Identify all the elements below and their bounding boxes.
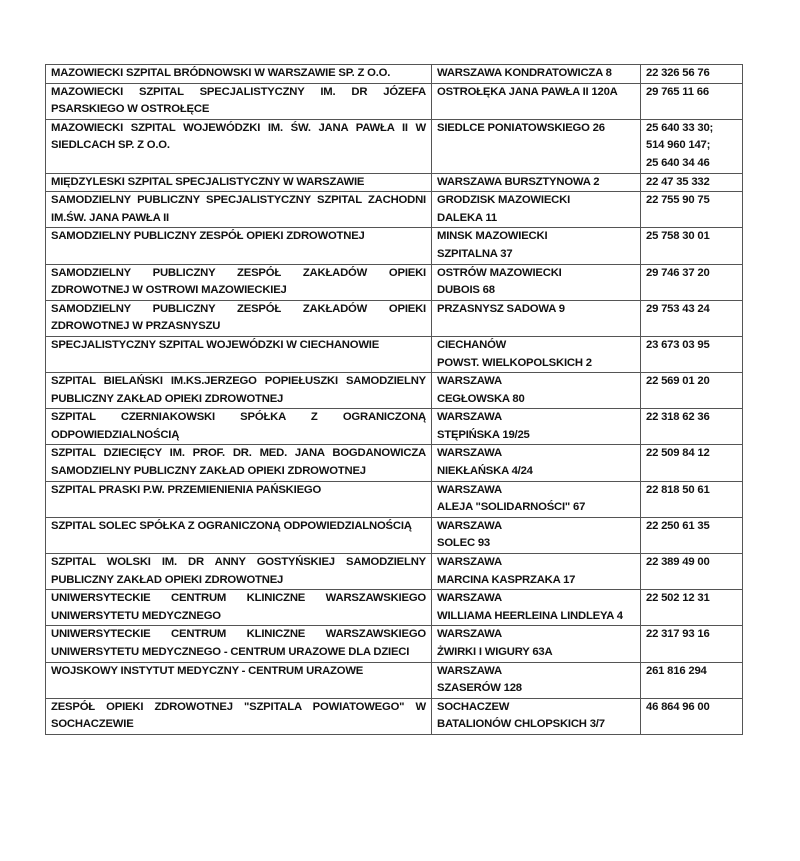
table-row: MAZOWIECKI SZPITAL SPECJALISTYCZNY IM. D… xyxy=(45,82,743,120)
hospital-name-cell: SAMODZIELNY PUBLICZNY ZESPÓŁ OPIEKI ZDRO… xyxy=(45,227,432,265)
table-row: SZPITAL PRASKI P.W. PRZEMIENIENIA PAŃSKI… xyxy=(45,480,743,518)
table-row: ZESPÓŁ OPIEKI ZDROWOTNEJ "SZPITALA POWIA… xyxy=(45,697,743,735)
hospital-name-cell: SAMODZIELNY PUBLICZNY ZESPÓŁ ZAKŁADÓW OP… xyxy=(45,299,432,337)
table-row: SZPITAL WOLSKI IM. DR ANNY GOSTYŃSKIEJ S… xyxy=(45,553,743,591)
hospital-name-cell: UNIWERSYTECKIE CENTRUM KLINICZNE WARSZAW… xyxy=(45,589,432,627)
hospital-name-cell: SZPITAL PRASKI P.W. PRZEMIENIENIA PAŃSKI… xyxy=(45,480,432,518)
hospital-name-cell: MAZOWIECKI SZPITAL WOJEWÓDZKI IM. ŚW. JA… xyxy=(45,118,432,174)
table-row: SAMODZIELNY PUBLICZNY ZESPÓŁ ZAKŁADÓW OP… xyxy=(45,299,743,337)
hospital-name-cell: SZPITAL DZIECIĘCY IM. PROF. DR. MED. JAN… xyxy=(45,444,432,482)
phone-cell: 22 509 84 12 xyxy=(640,444,743,482)
table-row: SAMODZIELNY PUBLICZNY ZESPÓŁ ZAKŁADÓW OP… xyxy=(45,263,743,301)
phone-cell: 22 755 90 75 xyxy=(640,191,743,229)
address-cell: WARSZAWA NIEKŁAŃSKA 4/24 xyxy=(431,444,641,482)
address-cell: WARSZAWA ALEJA "SOLIDARNOŚCI" 67 xyxy=(431,480,641,518)
address-cell: WARSZAWA MARCINA KASPRZAKA 17 xyxy=(431,553,641,591)
phone-cell: 22 318 62 36 xyxy=(640,408,743,446)
address-cell: WARSZAWA STĘPIŃSKA 19/25 xyxy=(431,408,641,446)
address-cell: WARSZAWA CEGŁOWSKA 80 xyxy=(431,372,641,410)
phone-cell: 29 746 37 20 xyxy=(640,263,743,301)
address-cell: PRZASNYSZ SADOWA 9 xyxy=(431,299,641,337)
address-cell: WARSZAWA ŻWIRKI I WIGURY 63A xyxy=(431,625,641,663)
phone-cell: 22 317 93 16 xyxy=(640,625,743,663)
address-cell: SOCHACZEW BATALIONÓW CHLOPSKICH 3/7 xyxy=(431,697,641,735)
phone-cell: 22 250 61 35 xyxy=(640,516,743,555)
table-row: SZPITAL DZIECIĘCY IM. PROF. DR. MED. JAN… xyxy=(45,444,743,482)
address-cell: CIECHANÓW POWST. WIELKOPOLSKICH 2 xyxy=(431,335,641,374)
address-cell: WARSZAWA WILLIAMA HEERLEINA LINDLEYA 4 xyxy=(431,589,641,627)
hospital-name-cell: UNIWERSYTECKIE CENTRUM KLINICZNE WARSZAW… xyxy=(45,625,432,663)
hospital-name-cell: SAMODZIELNY PUBLICZNY ZESPÓŁ ZAKŁADÓW OP… xyxy=(45,263,432,301)
hospital-name-cell: SZPITAL WOLSKI IM. DR ANNY GOSTYŃSKIEJ S… xyxy=(45,553,432,591)
phone-cell: 46 864 96 00 xyxy=(640,697,743,735)
address-cell: WARSZAWA SZASERÓW 128 xyxy=(431,661,641,699)
phone-cell: 22 502 12 31 xyxy=(640,589,743,627)
table-row: SZPITAL CZERNIAKOWSKI SPÓŁKA Z OGRANICZO… xyxy=(45,408,743,446)
hospital-name-cell: MAZOWIECKI SZPITAL BRÓDNOWSKI W WARSZAWI… xyxy=(45,64,432,84)
hospital-name-cell: ZESPÓŁ OPIEKI ZDROWOTNEJ "SZPITALA POWIA… xyxy=(45,697,432,735)
phone-cell: 22 326 56 76 xyxy=(640,64,743,84)
address-cell: WARSZAWA SOLEC 93 xyxy=(431,516,641,555)
phone-cell: 22 389 49 00 xyxy=(640,553,743,591)
table-row: UNIWERSYTECKIE CENTRUM KLINICZNE WARSZAW… xyxy=(45,625,743,663)
table-row: SPECJALISTYCZNY SZPITAL WOJEWÓDZKI W CIE… xyxy=(45,335,743,374)
phone-cell: 23 673 03 95 xyxy=(640,335,743,374)
table-row: SAMODZIELNY PUBLICZNY SPECJALISTYCZNY SZ… xyxy=(45,191,743,229)
address-cell: GRODZISK MAZOWIECKI DALEKA 11 xyxy=(431,191,641,229)
hospital-table: MAZOWIECKI SZPITAL BRÓDNOWSKI W WARSZAWI… xyxy=(45,64,743,735)
phone-cell: 29 753 43 24 xyxy=(640,299,743,337)
table-row: UNIWERSYTECKIE CENTRUM KLINICZNE WARSZAW… xyxy=(45,589,743,627)
phone-cell: 22 569 01 20 xyxy=(640,372,743,410)
hospital-name-cell: WOJSKOWY INSTYTUT MEDYCZNY - CENTRUM URA… xyxy=(45,661,432,699)
address-cell: OSTROŁĘKA JANA PAWŁA II 120A xyxy=(431,82,641,120)
table-row: SZPITAL SOLEC SPÓŁKA Z OGRANICZONĄ ODPOW… xyxy=(45,516,743,555)
phone-cell: 25 758 30 01 xyxy=(640,227,743,265)
address-cell: OSTRÓW MAZOWIECKI DUBOIS 68 xyxy=(431,263,641,301)
phone-cell: 261 816 294 xyxy=(640,661,743,699)
phone-cell: 22 818 50 61 xyxy=(640,480,743,518)
hospital-name-cell: SZPITAL BIELAŃSKI IM.KS.JERZEGO POPIEŁUS… xyxy=(45,372,432,410)
phone-cell: 25 640 33 30; 514 960 147; 25 640 34 46 xyxy=(640,118,743,174)
hospital-name-cell: SZPITAL SOLEC SPÓŁKA Z OGRANICZONĄ ODPOW… xyxy=(45,516,432,555)
hospital-name-cell: MAZOWIECKI SZPITAL SPECJALISTYCZNY IM. D… xyxy=(45,82,432,120)
phone-cell: 22 47 35 332 xyxy=(640,172,743,193)
table-row: MAZOWIECKI SZPITAL WOJEWÓDZKI IM. ŚW. JA… xyxy=(45,118,743,174)
table-row: SZPITAL BIELAŃSKI IM.KS.JERZEGO POPIEŁUS… xyxy=(45,372,743,410)
table-row: SAMODZIELNY PUBLICZNY ZESPÓŁ OPIEKI ZDRO… xyxy=(45,227,743,265)
table-row: MIĘDZYLESKI SZPITAL SPECJALISTYCZNY W WA… xyxy=(45,172,743,193)
table-row: WOJSKOWY INSTYTUT MEDYCZNY - CENTRUM URA… xyxy=(45,661,743,699)
phone-cell: 29 765 11 66 xyxy=(640,82,743,120)
hospital-name-cell: SZPITAL CZERNIAKOWSKI SPÓŁKA Z OGRANICZO… xyxy=(45,408,432,446)
address-cell: SIEDLCE PONIATOWSKIEGO 26 xyxy=(431,118,641,174)
address-cell: WARSZAWA KONDRATOWICZA 8 xyxy=(431,64,641,84)
address-cell: MINSK MAZOWIECKI SZPITALNA 37 xyxy=(431,227,641,265)
hospital-name-cell: SAMODZIELNY PUBLICZNY SPECJALISTYCZNY SZ… xyxy=(45,191,432,229)
table-row: MAZOWIECKI SZPITAL BRÓDNOWSKI W WARSZAWI… xyxy=(45,64,743,84)
address-cell: WARSZAWA BURSZTYNOWA 2 xyxy=(431,172,641,193)
hospital-name-cell: MIĘDZYLESKI SZPITAL SPECJALISTYCZNY W WA… xyxy=(45,172,432,193)
hospital-name-cell: SPECJALISTYCZNY SZPITAL WOJEWÓDZKI W CIE… xyxy=(45,335,432,374)
